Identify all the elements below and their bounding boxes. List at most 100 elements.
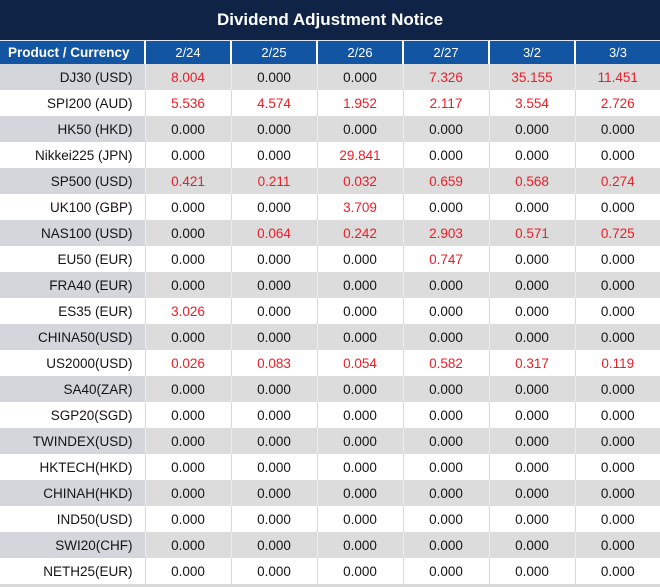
table-row: SPI200 (AUD) 5.536 4.574 1.952 2.117 3.554 2.7…: [0, 90, 660, 116]
value-cell: 0.000: [574, 558, 660, 584]
value-cell: 0.000: [230, 532, 317, 558]
value-cell: 0.083: [230, 350, 317, 376]
product-cell: EU50 (EUR): [0, 246, 145, 272]
value-cell: 0.000: [402, 558, 489, 584]
value-cell: 0.000: [316, 454, 403, 480]
table-row: SA40(ZAR) 0.000 0.000 0.000 0.000 0.000 0.000: [0, 376, 660, 402]
value-cell: 0.000: [230, 376, 317, 402]
product-currency-header: Product / Currency: [0, 41, 145, 64]
product-cell: SA40(ZAR): [0, 376, 145, 402]
value-cell: 0.421: [144, 168, 231, 194]
value-cell: 0.000: [230, 298, 317, 324]
table-row: DJ30 (USD) 8.004 0.000 0.000 7.326 35.155 11.4…: [0, 64, 660, 90]
value-cell: 0.659: [402, 168, 489, 194]
value-cell: 0.000: [402, 402, 489, 428]
value-cell: 0.000: [144, 220, 231, 246]
value-cell: 0.000: [144, 142, 231, 168]
value-cell: 0.000: [316, 402, 403, 428]
table-body: DJ30 (USD) 8.004 0.000 0.000 7.326 35.155 11.4…: [0, 64, 660, 584]
value-cell: 0.000: [230, 116, 317, 142]
value-cell: 0.000: [402, 324, 489, 350]
value-cell: 35.155: [488, 64, 575, 90]
product-cell: UK100 (GBP): [0, 194, 145, 220]
page-title: Dividend Adjustment Notice: [0, 0, 660, 41]
value-cell: 0.000: [488, 246, 575, 272]
value-cell: 0.000: [402, 428, 489, 454]
value-cell: 0.000: [574, 428, 660, 454]
value-cell: 0.000: [402, 376, 489, 402]
table-row: HK50 (HKD) 0.000 0.000 0.000 0.000 0.000 0.000: [0, 116, 660, 142]
value-cell: 3.026: [144, 298, 231, 324]
date-column-header: 3/3: [574, 41, 660, 64]
product-cell: TWINDEX(USD): [0, 428, 145, 454]
value-cell: 0.000: [144, 428, 231, 454]
value-cell: 0.000: [144, 558, 231, 584]
value-cell: 0.000: [488, 558, 575, 584]
value-cell: 0.000: [488, 428, 575, 454]
product-cell: CHINA50(USD): [0, 324, 145, 350]
value-cell: 0.000: [402, 454, 489, 480]
value-cell: 2.726: [574, 90, 660, 116]
table-row: NETH25(EUR) 0.000 0.000 0.000 0.000 0.000 0.00…: [0, 558, 660, 584]
value-cell: 0.000: [574, 532, 660, 558]
table-row: Nikkei225 (JPN) 0.000 0.000 29.841 0.000 0.00…: [0, 142, 660, 168]
value-cell: 1.952: [316, 90, 403, 116]
value-cell: 0.000: [488, 116, 575, 142]
value-cell: 0.000: [316, 324, 403, 350]
value-cell: 0.000: [230, 480, 317, 506]
value-cell: 0.000: [144, 194, 231, 220]
value-cell: 0.582: [402, 350, 489, 376]
value-cell: 0.000: [230, 506, 317, 532]
value-cell: 0.000: [488, 194, 575, 220]
value-cell: 0.000: [402, 194, 489, 220]
value-cell: 0.000: [316, 480, 403, 506]
value-cell: 0.000: [230, 558, 317, 584]
product-cell: IND50(USD): [0, 506, 145, 532]
value-cell: 0.000: [316, 376, 403, 402]
table-row: CHINA50(USD) 0.000 0.000 0.000 0.000 0.000 0.0…: [0, 324, 660, 350]
value-cell: 0.317: [488, 350, 575, 376]
value-cell: 0.000: [316, 298, 403, 324]
product-cell: DJ30 (USD): [0, 64, 145, 90]
value-cell: 0.000: [574, 116, 660, 142]
value-cell: 0.000: [488, 376, 575, 402]
value-cell: 0.000: [316, 246, 403, 272]
value-cell: 0.000: [574, 298, 660, 324]
value-cell: 0.000: [316, 506, 403, 532]
value-cell: 0.000: [144, 324, 231, 350]
value-cell: 0.000: [488, 506, 575, 532]
product-cell: SP500 (USD): [0, 168, 145, 194]
product-cell: SPI200 (AUD): [0, 90, 145, 116]
value-cell: 7.326: [402, 64, 489, 90]
value-cell: 0.000: [402, 142, 489, 168]
product-cell: NETH25(EUR): [0, 558, 145, 584]
bottom-edge-strip: [0, 584, 660, 587]
table-row: FRA40 (EUR) 0.000 0.000 0.000 0.000 0.000 0.00…: [0, 272, 660, 298]
table-row: ES35 (EUR) 3.026 0.000 0.000 0.000 0.000 0.000: [0, 298, 660, 324]
value-cell: 0.000: [574, 454, 660, 480]
value-cell: 0.000: [144, 116, 231, 142]
value-cell: 0.274: [574, 168, 660, 194]
value-cell: 0.000: [144, 532, 231, 558]
value-cell: 4.574: [230, 90, 317, 116]
header-row: Product / Currency 2/24 2/25 2/26 2/27 3/2 3/…: [0, 41, 660, 64]
value-cell: 0.054: [316, 350, 403, 376]
value-cell: 0.000: [316, 428, 403, 454]
value-cell: 0.000: [144, 272, 231, 298]
value-cell: 11.451: [574, 64, 660, 90]
date-column-header: 3/2: [488, 41, 575, 64]
value-cell: 0.000: [230, 246, 317, 272]
value-cell: 0.000: [574, 506, 660, 532]
value-cell: 0.000: [488, 402, 575, 428]
value-cell: 0.000: [402, 298, 489, 324]
value-cell: 0.725: [574, 220, 660, 246]
value-cell: 2.903: [402, 220, 489, 246]
table-row: EU50 (EUR) 0.000 0.000 0.000 0.747 0.000 0.000: [0, 246, 660, 272]
value-cell: 0.064: [230, 220, 317, 246]
product-cell: FRA40 (EUR): [0, 272, 145, 298]
value-cell: 0.000: [488, 454, 575, 480]
value-cell: 0.000: [574, 246, 660, 272]
table-row: SWI20(CHF) 0.000 0.000 0.000 0.000 0.000 0.000: [0, 532, 660, 558]
value-cell: 0.000: [144, 376, 231, 402]
